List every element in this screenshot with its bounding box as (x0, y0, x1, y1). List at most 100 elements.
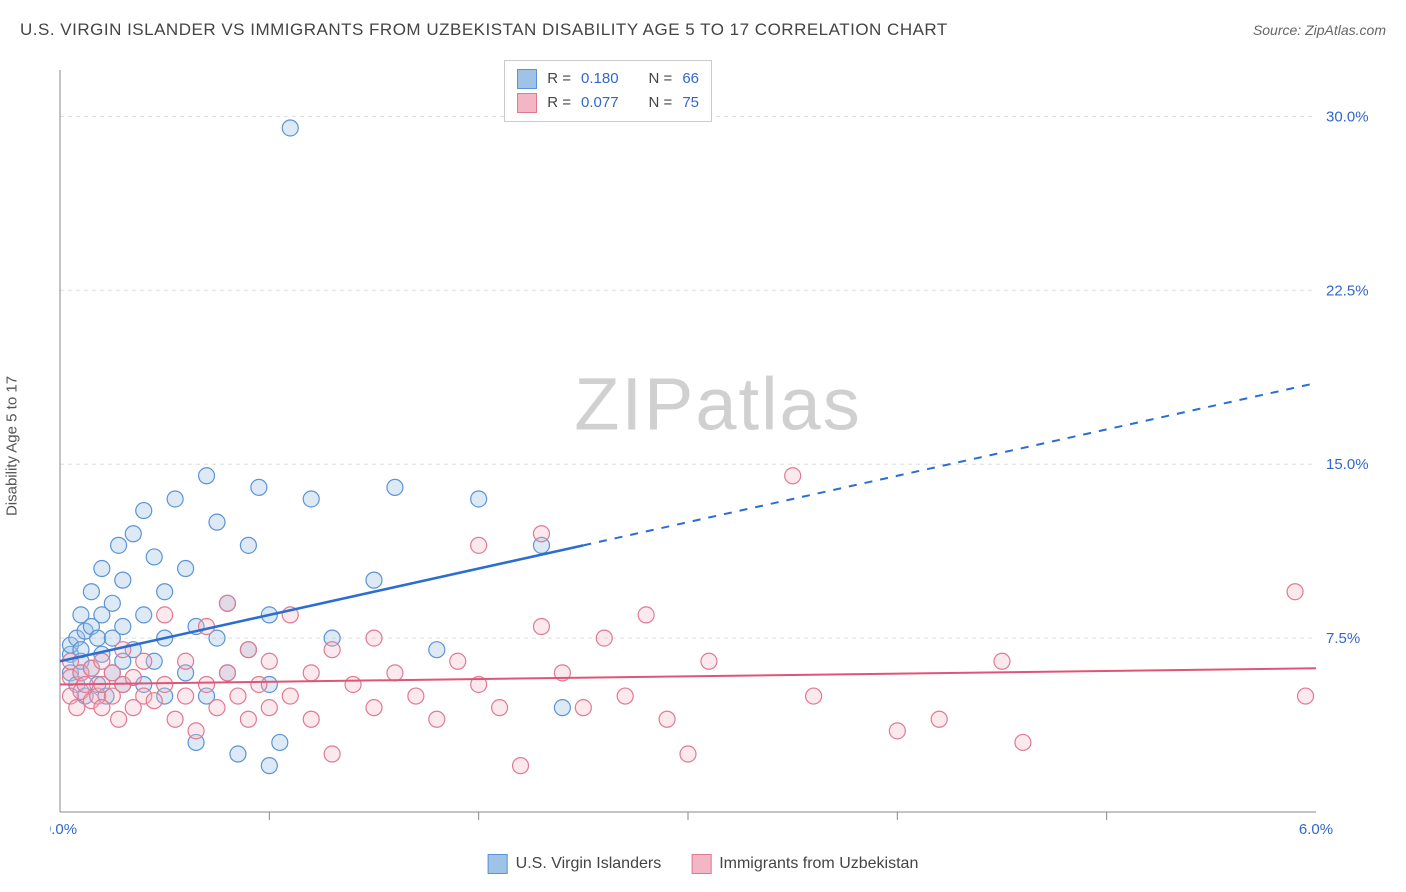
data-point (209, 514, 225, 530)
data-point (575, 700, 591, 716)
data-point (282, 688, 298, 704)
svg-text:30.0%: 30.0% (1326, 108, 1369, 125)
data-point (492, 700, 508, 716)
data-point (111, 711, 127, 727)
data-point (303, 711, 319, 727)
swatch-icon (517, 69, 537, 89)
data-point (533, 619, 549, 635)
data-point (136, 607, 152, 623)
chart-title: U.S. VIRGIN ISLANDER VS IMMIGRANTS FROM … (20, 20, 948, 40)
data-point (533, 526, 549, 542)
data-point (83, 584, 99, 600)
data-point (889, 723, 905, 739)
y-axis-label: Disability Age 5 to 17 (4, 376, 21, 516)
data-point (994, 653, 1010, 669)
data-point (701, 653, 717, 669)
data-point (136, 503, 152, 519)
chart-area: ZIPatlas 7.5%15.0%22.5%30.0%0.0%6.0% R =… (50, 60, 1386, 842)
data-point (1287, 584, 1303, 600)
data-point (178, 561, 194, 577)
svg-text:15.0%: 15.0% (1326, 456, 1369, 473)
data-point (303, 665, 319, 681)
data-point (167, 491, 183, 507)
data-point (617, 688, 633, 704)
data-point (345, 676, 361, 692)
chart-header: U.S. VIRGIN ISLANDER VS IMMIGRANTS FROM … (20, 20, 1386, 40)
data-point (219, 595, 235, 611)
data-point (387, 665, 403, 681)
svg-text:22.5%: 22.5% (1326, 282, 1369, 299)
data-point (115, 619, 131, 635)
data-point (178, 688, 194, 704)
data-point (659, 711, 675, 727)
data-point (931, 711, 947, 727)
data-point (429, 711, 445, 727)
data-point (240, 642, 256, 658)
data-point (230, 688, 246, 704)
data-point (157, 676, 173, 692)
data-point (272, 734, 288, 750)
data-point (104, 595, 120, 611)
data-point (157, 607, 173, 623)
swatch-icon (691, 854, 711, 874)
data-point (785, 468, 801, 484)
stats-legend: R = 0.180 N = 66 R = 0.077 N = 75 (504, 60, 712, 122)
data-point (408, 688, 424, 704)
data-point (366, 572, 382, 588)
data-point (471, 491, 487, 507)
data-point (94, 561, 110, 577)
legend-item: Immigrants from Uzbekistan (691, 854, 918, 874)
data-point (429, 642, 445, 658)
data-point (251, 676, 267, 692)
stats-row: R = 0.077 N = 75 (517, 91, 699, 115)
data-point (450, 653, 466, 669)
data-point (596, 630, 612, 646)
data-point (366, 700, 382, 716)
svg-text:6.0%: 6.0% (1299, 821, 1333, 838)
data-point (230, 746, 246, 762)
data-point (146, 693, 162, 709)
data-point (324, 746, 340, 762)
data-point (111, 537, 127, 553)
data-point (199, 468, 215, 484)
data-point (188, 723, 204, 739)
data-point (199, 676, 215, 692)
data-point (240, 711, 256, 727)
data-point (261, 758, 277, 774)
data-point (219, 665, 235, 681)
data-point (261, 653, 277, 669)
data-point (638, 607, 654, 623)
data-point (136, 653, 152, 669)
svg-text:7.5%: 7.5% (1326, 630, 1360, 647)
data-point (240, 537, 256, 553)
stats-row: R = 0.180 N = 66 (517, 67, 699, 91)
data-point (366, 630, 382, 646)
data-point (471, 537, 487, 553)
data-point (69, 700, 85, 716)
data-point (282, 120, 298, 136)
trendline-a (60, 545, 583, 661)
data-point (125, 526, 141, 542)
data-point (324, 642, 340, 658)
chart-source: Source: ZipAtlas.com (1253, 22, 1386, 38)
data-point (146, 549, 162, 565)
data-point (115, 572, 131, 588)
data-point (251, 479, 267, 495)
data-point (387, 479, 403, 495)
data-point (513, 758, 529, 774)
data-point (167, 711, 183, 727)
data-point (157, 584, 173, 600)
data-point (1298, 688, 1314, 704)
swatch-icon (517, 93, 537, 113)
data-point (178, 653, 194, 669)
data-point (209, 700, 225, 716)
data-point (806, 688, 822, 704)
data-point (90, 630, 106, 646)
data-point (1015, 734, 1031, 750)
data-point (303, 491, 319, 507)
legend-item: U.S. Virgin Islanders (488, 854, 662, 874)
trendline-b (60, 668, 1316, 684)
bottom-legend: U.S. Virgin Islanders Immigrants from Uzb… (488, 854, 919, 874)
swatch-icon (488, 854, 508, 874)
data-point (554, 700, 570, 716)
